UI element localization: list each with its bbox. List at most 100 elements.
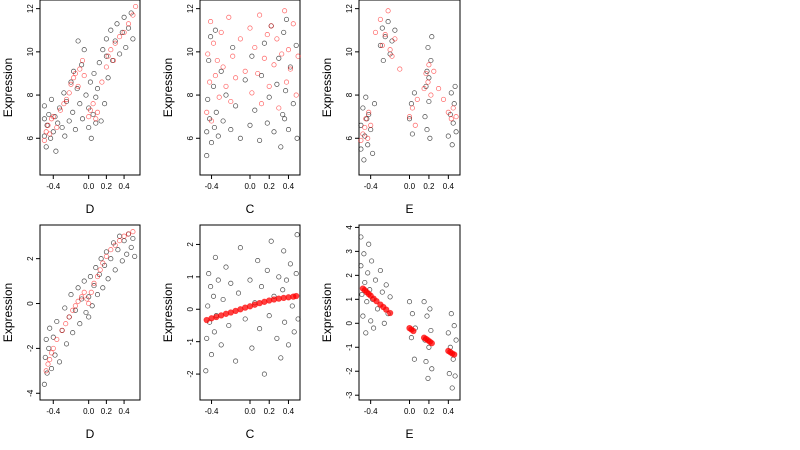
y-tick-label: -4	[26, 389, 35, 397]
data-point	[110, 57, 117, 64]
data-point	[448, 116, 454, 122]
data-point	[365, 135, 371, 141]
data-point	[117, 238, 123, 244]
data-point	[100, 285, 106, 291]
data-point	[392, 36, 398, 42]
data-point	[293, 292, 300, 300]
data-point	[79, 294, 85, 300]
data-point	[295, 53, 301, 59]
data-point	[361, 251, 367, 257]
data-point	[72, 303, 78, 309]
data-point	[210, 83, 217, 89]
data-point	[276, 274, 282, 280]
data-point	[72, 70, 78, 77]
y-axis-title: Expression	[161, 58, 175, 117]
data-point	[112, 267, 118, 273]
y-tick-label: 6	[26, 135, 35, 140]
data-point	[130, 12, 136, 18]
data-point	[451, 323, 457, 329]
data-point	[450, 356, 456, 362]
data-point	[59, 327, 65, 333]
data-point	[271, 62, 277, 68]
data-point	[47, 131, 53, 137]
data-point	[210, 293, 217, 299]
data-point	[257, 326, 263, 332]
data-point	[75, 83, 81, 89]
data-point	[424, 127, 430, 133]
data-point	[282, 319, 288, 325]
plot-frame	[39, 0, 141, 176]
data-point	[75, 298, 81, 304]
data-point	[289, 303, 295, 309]
plot-frame	[199, 224, 301, 401]
data-point	[223, 264, 229, 270]
data-point	[75, 38, 81, 44]
data-point	[228, 98, 234, 105]
data-point	[264, 120, 270, 126]
data-point	[86, 300, 92, 307]
x-tick-label: 0.2	[101, 182, 113, 191]
data-point	[50, 129, 56, 135]
data-point	[373, 298, 380, 305]
data-point	[280, 287, 286, 293]
data-point	[358, 122, 364, 128]
data-point	[55, 120, 61, 126]
data-point	[372, 277, 379, 283]
data-point	[50, 334, 56, 340]
y-tick-label: 12	[186, 4, 195, 13]
data-point	[218, 68, 224, 74]
series-red	[358, 8, 459, 143]
data-point	[410, 327, 417, 335]
data-point	[426, 98, 432, 105]
y-tick-label: -2	[26, 344, 35, 352]
data-point	[385, 8, 391, 14]
data-point	[421, 299, 427, 305]
data-point	[47, 325, 53, 331]
data-point	[366, 109, 372, 115]
data-point	[100, 47, 106, 53]
x-tick-label: -0.4	[46, 407, 60, 416]
data-point	[208, 118, 215, 124]
data-point	[223, 92, 229, 98]
data-point	[247, 25, 253, 31]
y-tick-label: -2	[186, 370, 195, 378]
data-point	[79, 296, 85, 302]
data-point	[427, 306, 433, 312]
data-point	[41, 137, 47, 143]
data-point	[446, 371, 452, 377]
data-point	[371, 325, 377, 331]
data-point	[72, 127, 78, 133]
data-point	[93, 94, 99, 100]
data-point	[86, 114, 92, 120]
series-black	[358, 234, 459, 391]
y-axis-title: Expression	[1, 58, 15, 117]
data-point	[87, 274, 93, 280]
scatter-panel-3: -0.4 0.0 0.2 0.4 6 8 10 12 E Expression	[320, 0, 461, 216]
data-point	[370, 150, 376, 156]
y-tick-label: -2	[345, 367, 354, 375]
data-point	[425, 79, 431, 85]
y-tick-label: 0	[186, 306, 195, 311]
data-point	[451, 351, 458, 358]
data-point	[371, 101, 378, 107]
data-point	[363, 330, 369, 336]
data-point	[208, 352, 215, 358]
data-point	[63, 341, 70, 347]
data-point	[79, 116, 86, 122]
data-point	[412, 122, 418, 128]
data-point	[431, 68, 437, 74]
data-point	[429, 34, 435, 40]
data-point	[117, 51, 123, 57]
data-point	[278, 355, 284, 361]
data-point	[206, 57, 212, 64]
series-black	[204, 16, 300, 159]
data-point	[105, 53, 111, 59]
series-red	[203, 292, 300, 324]
data-point	[115, 247, 121, 253]
data-point	[287, 261, 293, 267]
y-tick-label: 6	[186, 135, 195, 140]
data-point	[130, 235, 136, 242]
data-point	[133, 3, 139, 10]
data-point	[81, 47, 87, 53]
